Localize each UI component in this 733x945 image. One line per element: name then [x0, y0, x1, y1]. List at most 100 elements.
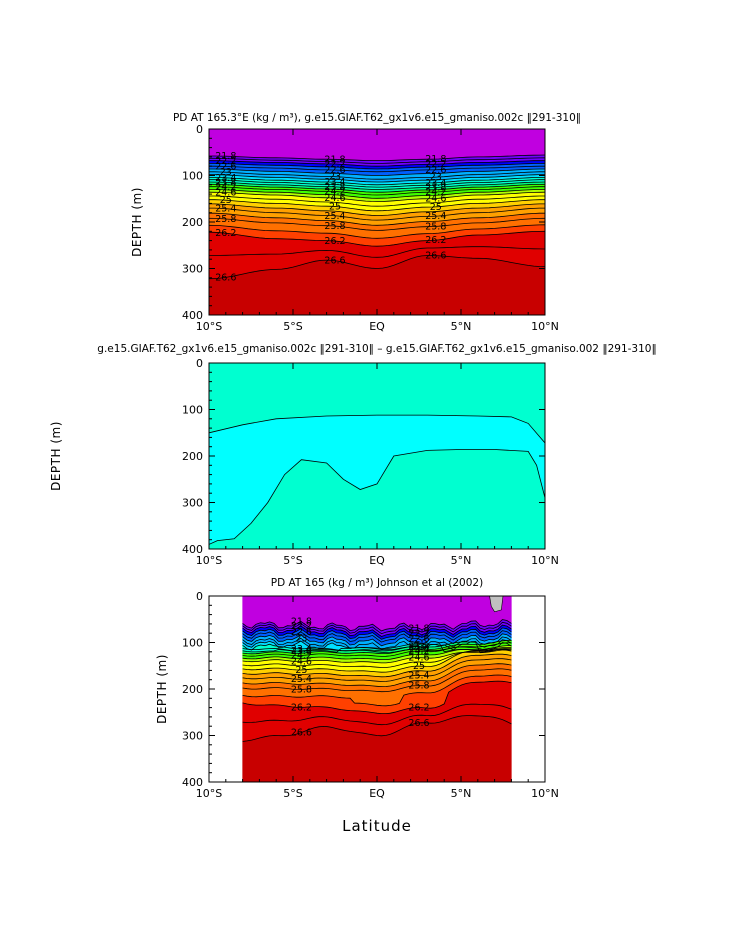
y-tick-label: 0	[196, 123, 203, 136]
contour-label: 24.2	[324, 187, 345, 198]
contour-line	[242, 674, 512, 707]
contour-label: 23.4	[291, 644, 312, 655]
contour-label: 25.8	[425, 221, 446, 232]
contour-line	[242, 641, 512, 654]
contour-label: 25	[295, 665, 307, 676]
contour-label: 23	[329, 172, 341, 183]
contour-line	[209, 174, 545, 183]
contour-label: 26.6	[291, 728, 312, 739]
contour-label: 26.2	[425, 235, 446, 246]
contour-label: 21.8	[425, 154, 446, 165]
panel-1: PD AT 165.3°E (kg / m³), g.e15.GIAF.T62_…	[130, 112, 581, 333]
contour-label: 23.8	[425, 182, 446, 193]
panel-3-title: PD AT 165 (kg / m³) Johnson et al (2002)	[271, 577, 483, 589]
panel-3-ylabel: DEPTH (m)	[155, 654, 169, 724]
difference-contour-upper	[209, 414, 545, 444]
x-tick-label: 10°N	[531, 554, 559, 567]
contour-line	[209, 199, 545, 212]
contour-label: 25	[329, 202, 341, 213]
contour-line	[209, 179, 545, 188]
contour-line	[242, 668, 512, 693]
contour-line	[209, 203, 545, 216]
contour-line	[242, 663, 512, 688]
contour-label: 24.2	[408, 646, 429, 657]
contour-line	[242, 680, 512, 714]
contour-label: 23.4	[215, 173, 236, 184]
contour-label: 23.8	[215, 177, 236, 188]
panel-3-contours	[242, 596, 512, 742]
contour-line	[242, 642, 512, 653]
contour-label: 22.2	[324, 159, 345, 170]
x-tick-label: 10°N	[531, 320, 559, 333]
contour-label: 22.2	[215, 156, 236, 167]
panel-2-fill	[209, 363, 545, 549]
contour-label: 25.4	[408, 670, 429, 681]
contour-label: 26.2	[215, 228, 236, 239]
contour-line	[242, 658, 512, 682]
contour-label: 24.2	[425, 187, 446, 198]
contour-label: 21.8	[215, 151, 236, 162]
contour-line	[242, 630, 512, 643]
contour-line	[242, 633, 512, 647]
contour-label: 22.2	[291, 621, 312, 632]
contour-line	[209, 181, 545, 190]
panel-2-title: g.e15.GIAF.T62_gx1v6.e15_gmaniso.002c ‖2…	[97, 343, 656, 355]
y-tick-label: 400	[182, 543, 203, 556]
contour-label: 25.4	[215, 204, 236, 215]
contour-label: 24.6	[215, 188, 236, 199]
panel-1-title: PD AT 165.3°E (kg / m³), g.e15.GIAF.T62_…	[173, 112, 581, 124]
x-tick-label: 5°S	[283, 320, 302, 333]
missing-data-patch	[489, 596, 504, 613]
x-tick-label: 10°S	[196, 554, 222, 567]
contour-label: 23.4	[408, 645, 429, 656]
contour-label: 23.8	[408, 641, 429, 652]
contour-label: 24.2	[215, 182, 236, 193]
contour-label: 22.6	[425, 165, 446, 176]
x-tick-label: EQ	[369, 320, 385, 333]
contour-label: 24.6	[408, 653, 429, 664]
contour-line	[209, 160, 545, 167]
x-tick-label: 5°S	[283, 787, 302, 800]
y-tick-label: 300	[182, 497, 203, 510]
contour-line	[242, 624, 512, 637]
contour-line	[242, 703, 512, 726]
contour-label: 22.6	[215, 161, 236, 172]
contour-label: 23	[430, 172, 442, 183]
x-tick-label: EQ	[369, 787, 385, 800]
contour-line	[209, 154, 545, 161]
y-tick-label: 300	[182, 730, 203, 743]
panel-1-ylabel: DEPTH (m)	[130, 187, 144, 257]
contour-line	[209, 246, 545, 258]
contour-label: 25.8	[291, 684, 312, 695]
contour-label: 22.6	[324, 165, 345, 176]
contour-line	[209, 168, 545, 176]
contour-label: 26.6	[324, 256, 345, 267]
y-tick-label: 0	[196, 357, 203, 370]
contour-line	[209, 191, 545, 202]
x-tick-label: 5°N	[451, 554, 472, 567]
contour-line	[209, 183, 545, 193]
difference-contour-lower	[209, 449, 545, 545]
contour-label: 23	[413, 641, 425, 652]
contour-line	[242, 627, 512, 640]
contour-label: 21.8	[291, 616, 312, 627]
contour-label: 23	[220, 167, 232, 178]
panel-2: g.e15.GIAF.T62_gx1v6.e15_gmaniso.002c ‖2…	[49, 343, 657, 567]
panel-1-contours	[209, 154, 545, 280]
contour-line	[242, 636, 512, 650]
contour-label: 26.6	[408, 718, 429, 729]
contour-line	[209, 157, 545, 164]
contour-line	[209, 217, 545, 231]
panel-1-contour-labels: 21.8 21.8 21.822.2 22.2 22.222.6 22.6 22.623 23…	[215, 151, 446, 283]
contour-label: 25.8	[408, 681, 429, 692]
contour-line	[209, 189, 545, 199]
x-tick-label: 10°S	[196, 787, 222, 800]
contour-label: 25	[430, 202, 442, 213]
contour-label: 22.2	[408, 628, 429, 639]
y-tick-label: 400	[182, 309, 203, 322]
contour-line	[242, 645, 512, 660]
contour-label: 25.8	[215, 214, 236, 225]
contour-label: 26.6	[425, 251, 446, 262]
contour-label: 24.6	[291, 657, 312, 668]
